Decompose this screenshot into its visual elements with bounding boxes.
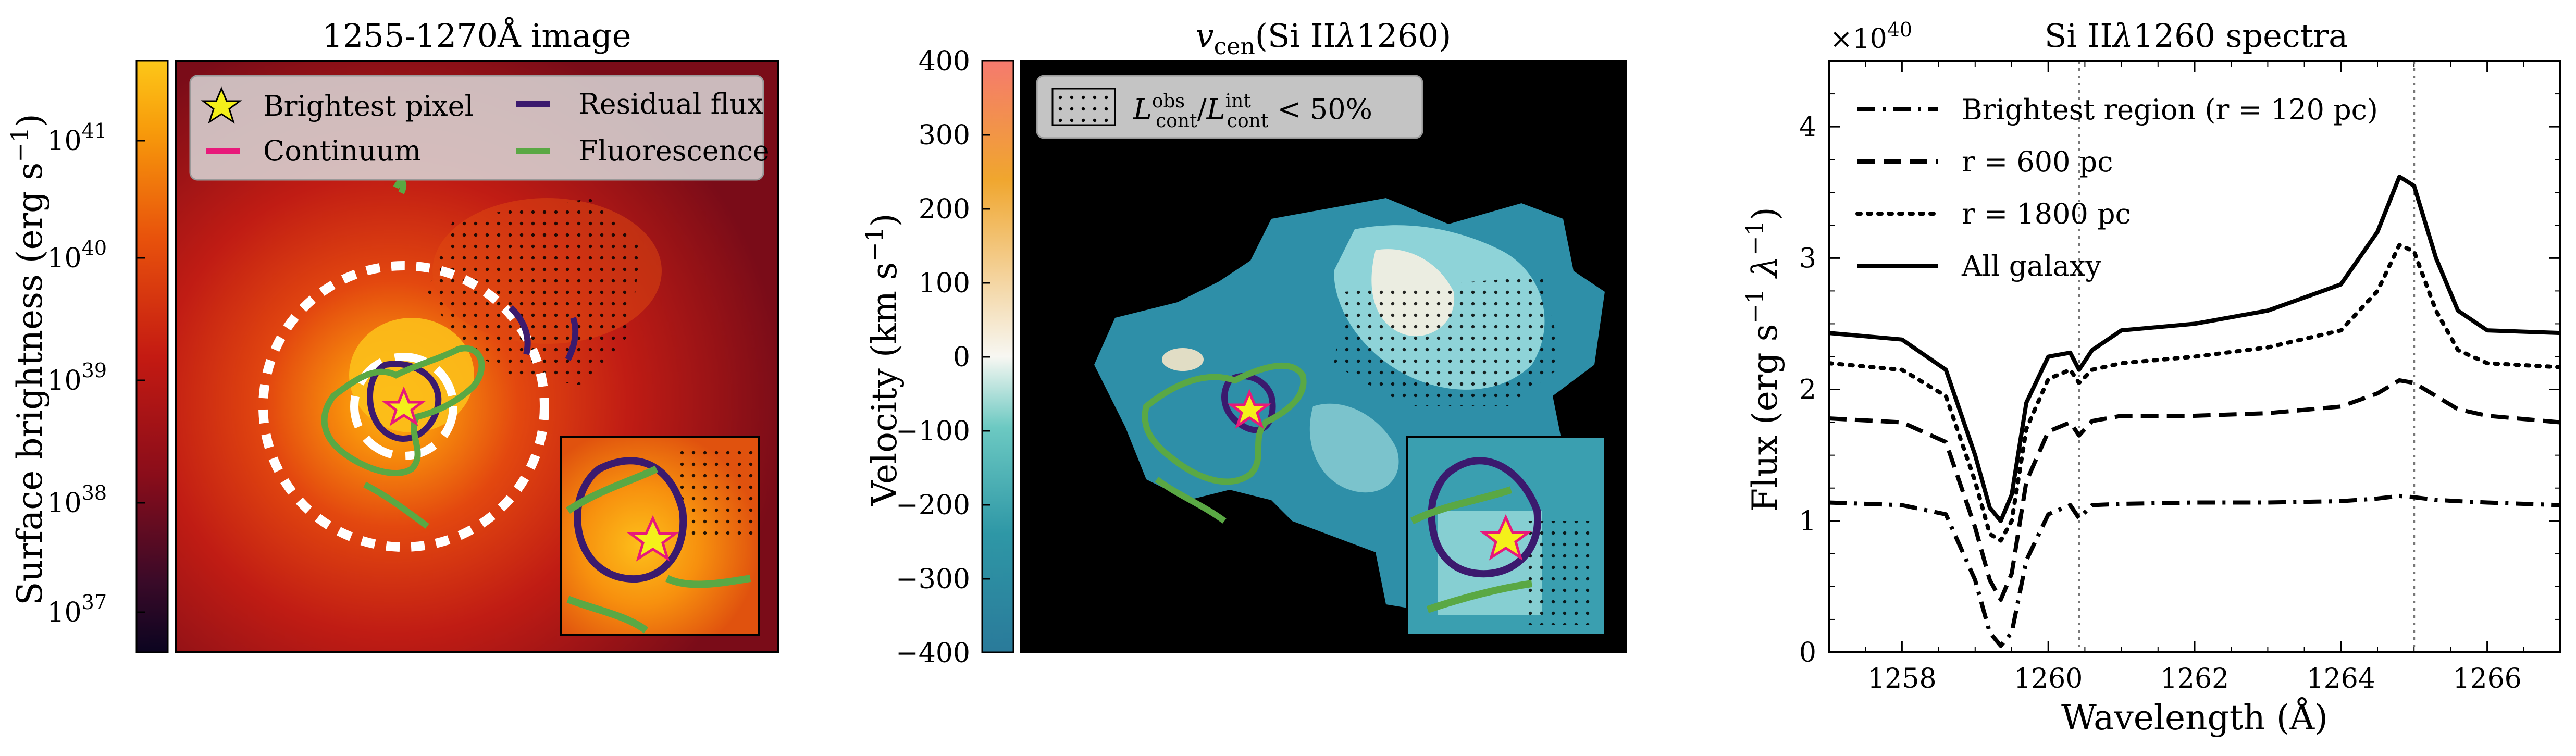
legend-brightest-label: Brightest pixel (263, 90, 474, 122)
legend-fluorescence-label: Fluorescence (578, 134, 770, 167)
series-line-0 (1829, 493, 2560, 648)
cbar-tick-40: 1040 (47, 237, 107, 274)
svg-text:−100: −100 (896, 416, 970, 447)
legend-continuum-label: Continuum (263, 134, 421, 167)
velocity-dotted-region (1334, 276, 1563, 406)
x-tick-label: 1262 (2160, 663, 2229, 695)
legend-dotted-swatch (1051, 88, 1116, 126)
series-line-2 (1829, 243, 2560, 543)
cbar-tick-38: 1038 (47, 481, 107, 519)
series-line-3 (1829, 175, 2560, 523)
image-panel: 1255-1270Å image 1037 1038 1039 1040 104… (6, 17, 779, 653)
svg-text:−400: −400 (896, 638, 970, 669)
cbar-tick-39: 1039 (47, 359, 107, 396)
x-tick-label: 1260 (2014, 663, 2083, 695)
brightness-axis-label: Surface brightness (erg s−1) (6, 114, 50, 605)
legend-star-icon (201, 86, 242, 124)
svg-text:400: 400 (919, 46, 970, 77)
x-tick-label: 1264 (2307, 663, 2375, 695)
velocity-panel: vcen(Si IIλ1260) 400 300 200 100 0 −100 … (860, 17, 1627, 669)
fluorescence-contour (321, 345, 485, 476)
y-tick-label: 4 (1799, 111, 1816, 143)
image-legend: Brightest pixel Continuum Residual flux … (189, 75, 770, 181)
velocity-legend: Lobs cont/Lint cont < 50% (1036, 75, 1423, 139)
svg-text:0: 0 (953, 342, 970, 373)
spectra-lines (1829, 61, 2560, 652)
velocity-map (1021, 61, 1626, 652)
spectra-frame (1828, 60, 2561, 653)
residual-contour-2 (508, 305, 579, 361)
fluorescence-contour-2 (363, 179, 429, 529)
svg-text:−300: −300 (896, 564, 970, 595)
spectra-xlabel: Wavelength (Å) (2061, 698, 2328, 738)
svg-text:−200: −200 (896, 490, 970, 521)
velocity-star (1227, 389, 1272, 429)
legend-label-3: All galaxy (1961, 250, 2101, 282)
legend-label-2: r = 1800 pc (1962, 197, 2131, 230)
cbar-tick-37: 1037 (47, 591, 107, 628)
velocity-axis-label: Velocity (km s−1) (860, 213, 905, 506)
low-continuum-region (427, 198, 641, 386)
x-tick-label: 1258 (1867, 663, 1936, 695)
y-tick-label: 1 (1799, 506, 1816, 537)
brightest-pixel-star (381, 386, 426, 426)
cbar-tick-41: 1041 (47, 119, 107, 157)
legend-continuum-ratio-label: Lobs cont/Lint cont < 50% (1133, 91, 1372, 132)
spectra-legend: Brightest region (r = 120 pc) r = 600 pc r… (1855, 93, 2378, 282)
svg-text:100: 100 (919, 268, 970, 299)
image-inset (560, 436, 760, 636)
legend-label-0: Brightest region (r = 120 pc) (1962, 93, 2378, 126)
image-frame (175, 60, 779, 653)
velocity-colorbar-ticks: 400 300 200 100 0 −100 −200 −300 −400 (896, 46, 970, 669)
legend-residual-label: Residual flux (578, 88, 763, 120)
series-line-1 (1829, 378, 2560, 602)
svg-text:200: 200 (919, 194, 970, 225)
brightness-colorbar-ticks (137, 140, 145, 613)
aperture-1800pc (258, 261, 549, 552)
y-tick-label: 0 (1799, 637, 1816, 668)
brightness-colorbar (135, 60, 169, 653)
spectra-panel: Si IIλ1260 spectra ×1040 1258 1260 1262 126… (1741, 17, 2561, 738)
aperture-600pc (350, 353, 457, 460)
y-tick-label: 3 (1799, 243, 1816, 274)
flux-multiplier: ×1040 (1830, 18, 1912, 55)
spectra-ylabel: Flux (erg s−1 λ−1) (1741, 207, 1785, 512)
velocity-title: vcen(Si IIλ1260) (1196, 17, 1452, 60)
svg-text:300: 300 (919, 120, 970, 151)
velocity-inset (1406, 436, 1606, 636)
x-tick-label: 1266 (2453, 663, 2521, 695)
legend-label-1: r = 600 pc (1962, 145, 2113, 178)
spectra-axes: 1258 1260 1262 1264 1266 0 1 2 3 4 (1799, 60, 2561, 695)
spectra-title: Si IIλ1260 spectra (2045, 17, 2348, 55)
y-tick-label: 2 (1799, 375, 1816, 406)
image-title: 1255-1270Å image (323, 17, 631, 55)
velocity-frame (1020, 60, 1627, 653)
